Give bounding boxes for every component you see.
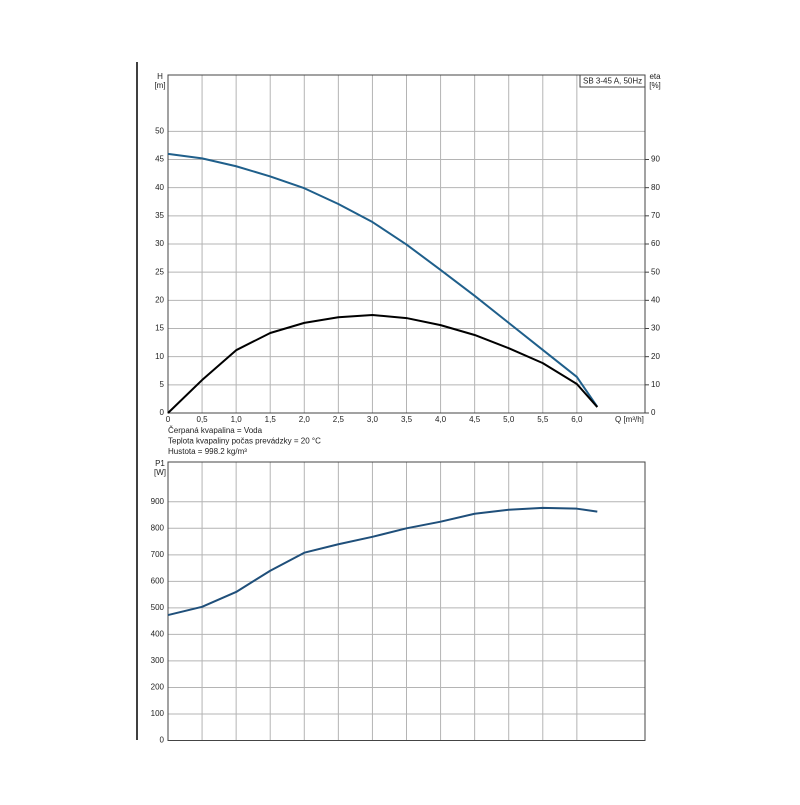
y-tick-label: 25	[155, 267, 164, 276]
y-axis-label: H	[157, 72, 163, 81]
y2-tick-label: 30	[651, 324, 660, 333]
curve	[167, 506, 598, 617]
x-tick-label: 2,0	[299, 415, 311, 424]
y-tick-label: 0	[160, 408, 165, 417]
x-tick-label: 2,5	[333, 415, 345, 424]
x-tick-label: 6,0	[571, 415, 583, 424]
note: Teplota kvapaliny počas prevádzky = 20 °…	[168, 437, 321, 446]
x-tick-label: 5,5	[537, 415, 549, 424]
y-tick-label: 500	[151, 603, 165, 612]
x-tick-label: 0	[166, 415, 171, 424]
x-tick-label: 0,5	[197, 415, 209, 424]
y-axis-label: P1	[155, 459, 165, 468]
y-tick-label: 400	[151, 630, 165, 639]
x-tick-label: 5,0	[503, 415, 515, 424]
title-box	[579, 74, 646, 88]
y2-tick-label: 40	[651, 295, 660, 304]
x-axis-label: Q [m³/h]	[615, 415, 644, 424]
y-tick-label: 100	[151, 709, 165, 718]
x-tick-label: 3,0	[367, 415, 379, 424]
y-tick-label: 0	[160, 736, 165, 745]
x-tick-label: 3,5	[401, 415, 413, 424]
y-tick-label: 20	[155, 295, 164, 304]
note: Čerpaná kvapalina = Voda	[168, 426, 263, 435]
x-tick-label: 4,0	[435, 415, 447, 424]
y2-tick-label: 60	[651, 239, 660, 248]
y-tick-label: 10	[155, 352, 164, 361]
y2-tick-label: 70	[651, 211, 660, 220]
y2-tick-label: 10	[651, 380, 660, 389]
chart-title: SB 3-45 A, 50Hz	[583, 77, 642, 86]
curve	[167, 313, 599, 414]
x-tick-label: 1,0	[231, 415, 243, 424]
y-tick-label: 30	[155, 239, 164, 248]
plot-frame	[167, 461, 646, 741]
y2-axis-unit: [%]	[649, 81, 661, 90]
y-axis-unit: [W]	[154, 468, 166, 477]
y-tick-label: 15	[155, 324, 164, 333]
y-tick-label: 800	[151, 523, 165, 532]
y-tick-label: 35	[155, 211, 164, 220]
y-tick-label: 50	[155, 126, 164, 135]
y-tick-label: 40	[155, 183, 164, 192]
note: Hustota = 998.2 kg/m³	[168, 447, 247, 456]
y-tick-label: 900	[151, 497, 165, 506]
curve	[167, 152, 599, 408]
y2-tick-label: 90	[651, 155, 660, 164]
y2-tick-label: 0	[651, 408, 656, 417]
plot-frame	[167, 74, 646, 414]
y-tick-label: 45	[155, 155, 164, 164]
x-tick-label: 1,5	[265, 415, 277, 424]
y2-tick-label: 80	[651, 183, 660, 192]
y-axis-unit: [m]	[154, 81, 165, 90]
y2-tick-label: 50	[651, 267, 660, 276]
y-tick-label: 5	[160, 380, 165, 389]
y-tick-label: 200	[151, 683, 165, 692]
y-tick-label: 600	[151, 576, 165, 585]
y2-tick-label: 20	[651, 352, 660, 361]
x-tick-label: 4,5	[469, 415, 481, 424]
y-tick-label: 700	[151, 550, 165, 559]
y2-axis-label: eta	[649, 72, 661, 81]
y-tick-label: 300	[151, 656, 165, 665]
